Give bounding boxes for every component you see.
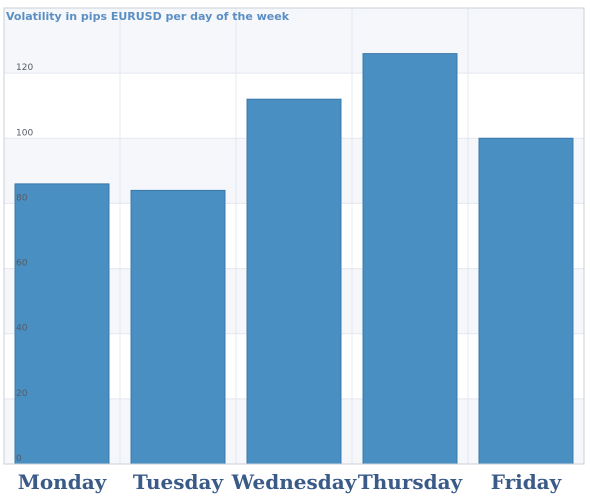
y-axis-ticks: 0 20 40 60 80 100 120 [16, 63, 33, 464]
bar-monday [14, 183, 110, 465]
bar-friday [478, 137, 574, 465]
bars-group [14, 53, 574, 465]
y-tick-label: 60 [16, 259, 28, 269]
y-tick-label: 20 [16, 389, 28, 399]
y-tick-label: 100 [16, 128, 33, 138]
y-tick-label: 80 [16, 193, 28, 203]
x-tick-label: Thursday [358, 470, 464, 494]
bar-tuesday [130, 189, 226, 465]
chart-title: Volatility in pips EURUSD per day of the… [6, 10, 290, 23]
x-axis-ticks: Monday Tuesday Wednesday Thursday Friday [18, 470, 563, 494]
x-tick-label: Friday [491, 470, 563, 494]
bar-wednesday [246, 98, 342, 465]
bar-thursday [362, 53, 458, 465]
y-tick-label: 0 [16, 454, 22, 464]
plot-border [3, 7, 585, 465]
x-tick-label: Tuesday [133, 470, 225, 494]
y-tick-label: 120 [16, 63, 33, 73]
y-tick-label: 40 [16, 324, 28, 334]
x-tick-label: Monday [18, 470, 108, 494]
x-tick-label: Wednesday [231, 470, 358, 494]
